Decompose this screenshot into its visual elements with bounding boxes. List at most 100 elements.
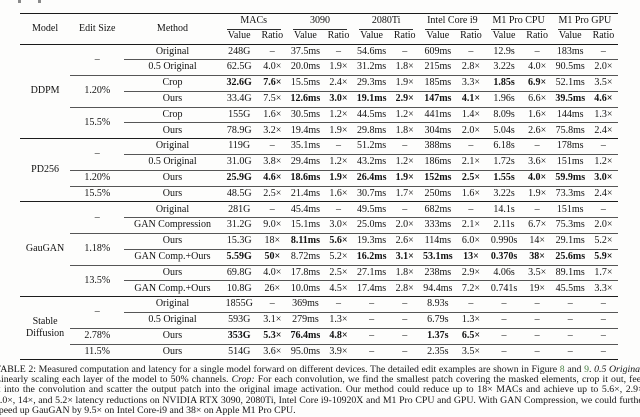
cell-ratio: – bbox=[456, 138, 486, 155]
method-label: Original bbox=[124, 43, 221, 60]
cell-ratio: – bbox=[522, 138, 552, 155]
cell-value: 45.5ms bbox=[551, 280, 589, 297]
cell-value: – bbox=[353, 327, 391, 345]
cell-ratio: 1.7× bbox=[390, 185, 420, 202]
cell-ratio: 2.9× bbox=[390, 90, 420, 108]
cell-ratio: 3.0× bbox=[588, 169, 618, 187]
cell-ratio: 6.7× bbox=[522, 217, 552, 234]
cell-value: 17.8ms bbox=[286, 264, 324, 281]
method-label: Ours bbox=[124, 327, 221, 345]
method-label: GAN Comp.+Ours bbox=[124, 280, 221, 297]
table-row: DDPM – Original 248G –37.5ms –54.6ms –609ms –12… bbox=[20, 43, 618, 139]
cell-ratio: – bbox=[390, 327, 420, 345]
cell-ratio: 38× bbox=[522, 248, 552, 266]
cell-value: 10.0ms bbox=[286, 280, 324, 297]
cell-ratio: 1.9× bbox=[522, 185, 552, 202]
cell-value: 369ms bbox=[286, 296, 324, 313]
cell-value: 20.0ms bbox=[286, 59, 324, 76]
cell-ratio: 6.6× bbox=[522, 90, 552, 108]
cell-ratio: 5.9× bbox=[588, 248, 618, 266]
cell-value: 8.72ms bbox=[286, 248, 324, 266]
cell-value: 119G bbox=[220, 138, 258, 155]
figure-reference: 8 bbox=[559, 364, 565, 375]
cell-ratio: 3.0× bbox=[323, 90, 354, 108]
cell-value: – bbox=[485, 327, 523, 345]
cell-value: 12.6ms bbox=[286, 90, 324, 108]
cell-value: 152ms bbox=[419, 169, 457, 187]
cell-ratio: – bbox=[588, 43, 618, 60]
cell-value: 178ms bbox=[551, 138, 589, 155]
cell-ratio: – bbox=[456, 296, 486, 313]
cell-ratio: – bbox=[390, 43, 420, 60]
cell-ratio: 1.9× bbox=[323, 122, 354, 139]
cell-ratio: – bbox=[257, 138, 287, 155]
cell-ratio: 5.2× bbox=[323, 248, 354, 266]
method-label: Original bbox=[124, 138, 221, 155]
col-group-2080ti: 2080Ti bbox=[353, 14, 419, 30]
method-label: 0.5 Original bbox=[124, 154, 221, 171]
cell-value: 0.741s bbox=[485, 280, 523, 297]
table-row: Ours 33.4G 7.5× 12.6ms 3.0× 19.1ms 2.9× 147ms 4.… bbox=[20, 90, 618, 108]
cropped-text-artifact bbox=[38, 0, 41, 3]
cell-value: 15.3G bbox=[220, 233, 258, 250]
cell-ratio: 3.0× bbox=[323, 217, 354, 234]
cell-value: 8.11ms bbox=[286, 233, 324, 250]
method-label: GAN Comp.+Ours bbox=[124, 248, 221, 266]
cell-ratio: 2.1× bbox=[456, 217, 486, 234]
table-body: DDPM – Original 248G –37.5ms –54.6ms –609ms –12… bbox=[20, 43, 618, 360]
cell-ratio: – bbox=[323, 296, 354, 313]
cell-ratio: 1.2× bbox=[588, 154, 618, 171]
edit-size-label: – bbox=[70, 138, 125, 171]
cell-value: 19.3ms bbox=[353, 233, 391, 250]
cell-value: 215ms bbox=[419, 59, 457, 76]
sub-header-value: Value bbox=[353, 29, 391, 45]
table-row: GauGAN – Original 281G –45.4ms –49.5ms –682ms –… bbox=[20, 201, 618, 297]
cell-value: 15.5ms bbox=[286, 75, 324, 92]
col-group-3090: 3090 bbox=[287, 14, 353, 30]
cell-ratio: 1.3× bbox=[456, 312, 486, 329]
edit-size-label: – bbox=[70, 43, 125, 76]
cell-value: 25.6ms bbox=[551, 248, 589, 266]
table-row: 0.5 Original 62.5G 4.0× 20.0ms 1.9× 31.2ms 1.8… bbox=[20, 59, 618, 76]
cell-ratio: 4.0× bbox=[522, 59, 552, 76]
cell-value: 5.04s bbox=[485, 122, 523, 139]
cell-ratio: 2.0× bbox=[588, 217, 618, 234]
edit-size-label: – bbox=[70, 201, 125, 234]
cell-value: 54.6ms bbox=[353, 43, 391, 60]
edit-size-label: 15.5% bbox=[70, 185, 125, 202]
cell-value: – bbox=[551, 327, 589, 345]
cell-ratio: 3.1× bbox=[257, 312, 287, 329]
cell-value: 183ms bbox=[551, 43, 589, 60]
cell-ratio: 1.6× bbox=[522, 106, 552, 123]
cell-value: 21.4ms bbox=[286, 185, 324, 202]
cell-value: 0.370s bbox=[485, 248, 523, 266]
latency-results-table: Model Edit Size Method MACs 3090 2080Ti … bbox=[20, 13, 618, 361]
cell-value: – bbox=[551, 343, 589, 360]
cell-value: 90.5ms bbox=[551, 59, 589, 76]
table-header: Model Edit Size Method MACs 3090 2080Ti … bbox=[20, 13, 618, 45]
cell-value: 17.4ms bbox=[353, 280, 391, 297]
cell-value: 441ms bbox=[419, 106, 457, 123]
sub-header-value: Value bbox=[485, 29, 523, 45]
cell-ratio: – bbox=[522, 327, 552, 345]
cell-value: 25.0ms bbox=[353, 217, 391, 234]
cell-ratio: 5.6× bbox=[323, 233, 354, 250]
cell-value: 12.9s bbox=[485, 43, 523, 60]
cell-value: 1855G bbox=[220, 296, 258, 313]
caption-line: 6.0×, 14×, and 5.2× latency reductions o… bbox=[0, 395, 640, 406]
cell-ratio: 4.0× bbox=[257, 59, 287, 76]
cell-ratio: 19× bbox=[522, 280, 552, 297]
model-label: PD256 bbox=[20, 138, 71, 202]
cell-ratio: 1.3× bbox=[588, 106, 618, 123]
edit-size-label: 1.20% bbox=[70, 169, 125, 187]
cell-ratio: 1.8× bbox=[390, 264, 420, 281]
edit-size-label: 1.20% bbox=[70, 75, 125, 108]
sub-header-ratio: Ratio bbox=[588, 29, 618, 45]
cell-ratio: – bbox=[390, 343, 420, 360]
method-label: Crop bbox=[124, 106, 221, 123]
cell-ratio: 1.9× bbox=[390, 169, 420, 187]
cell-ratio: 50× bbox=[257, 248, 287, 266]
cell-value: 78.9G bbox=[220, 122, 258, 139]
cell-ratio: – bbox=[390, 138, 420, 155]
cell-value: 75.8ms bbox=[551, 122, 589, 139]
